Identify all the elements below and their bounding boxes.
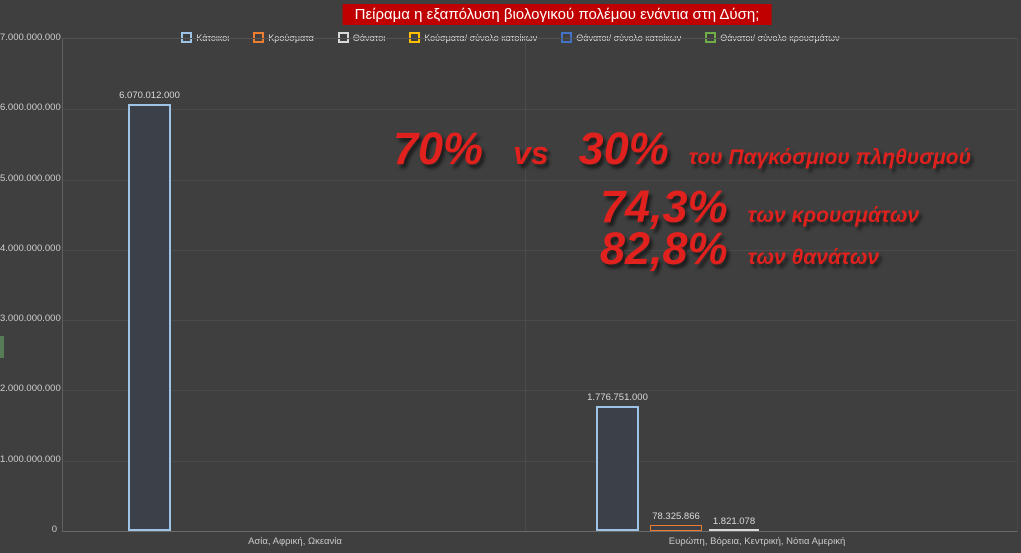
legend-swatch-thanatoi-icon [337,32,349,43]
legend-swatch-thanatoi-ratio-krousmata-icon [705,32,717,43]
legend-item-krousmata-ratio[interactable]: Κούσματα/ σύνολο κατοίκων [409,32,537,43]
y-axis-tick-label: 4.000.000.000 [0,242,61,254]
annotation-deaths-share: 82,8% των θανάτων [600,226,879,271]
annotation-30pct: 30% [578,123,669,174]
legend-label: Κρούσματα [268,32,314,43]
green-edge-artifact [0,336,4,358]
legend-item-thanatoi-ratio-krousmata[interactable]: Θάνατοι/ σύνολο κρουσμάτων [705,32,840,43]
legend-swatch-katoikoi-icon [181,32,193,43]
annotation-70pct: 70% [393,123,484,174]
annotation-82pct: 82,8% [600,223,728,274]
legend-item-krousmata[interactable]: Κρούσματα [253,32,314,43]
legend-label: Κούσματα/ σύνολο κατοίκων [424,32,538,43]
legend-swatch-krousmata-ratio-icon [409,32,421,43]
legend-swatch-krousmata-icon [253,32,265,43]
legend-label: Θάνατοι/ σύνολο κρουσμάτων [720,32,840,43]
legend-item-thanatoi-ratio-katoikoi[interactable]: Θάνατοι/ σύνολο κατοίκων [561,32,681,43]
legend-label: Θάνατοι [352,32,386,43]
annotation-population-label: του Παγκόσμιου πληθυσμού [688,146,972,169]
x-axis-category-label-asia: Ασία, Αφρική, Ωκεανία [248,536,342,547]
chart-bar-4[interactable] [709,529,759,531]
annotation-deaths-label: των θανάτων [747,246,880,269]
chart-legend: Κάτοικοι Κρούσματα Θάνατοι Κούσματα/ σύν… [0,32,1021,43]
bar-data-label: 78.325.866 [652,511,700,523]
bar-data-label: 1.776.751.000 [587,392,648,404]
y-gridline [63,109,1017,111]
y-gridline [63,460,1017,462]
legend-item-katoikoi[interactable]: Κάτοικοι [181,32,229,43]
y-gridline [63,390,1017,392]
category-separator-gridline [525,39,526,531]
plot-area: 6.070.012.000 1.776.751.000 78.325.866 1.82… [62,38,1018,532]
annotation-population-split: 70% vs 30% του Παγκόσμιου πληθυσμού [393,126,971,171]
legend-label: Κάτοικοι [196,32,230,43]
annotation-vs: vs [513,135,549,171]
y-axis-tick-label: 5.000.000.000 [0,172,61,184]
y-axis-tick-label: 0 [51,524,57,535]
chart-bar-1[interactable] [128,104,171,531]
y-gridline [63,249,1017,251]
y-axis-tick-label: 7.000.000.000 [0,32,61,43]
y-axis-tick-label: 6.000.000.000 [0,102,61,114]
annotation-cases-label: των κρουσμάτων [747,204,920,227]
annotation-cases-share: 74,3% των κρουσμάτων [600,184,919,229]
chart-title: Πείραμα η εξαπόλυση βιολογικού πολέμου ε… [342,4,772,25]
annotation-74pct: 74,3% [600,181,728,232]
y-gridline [63,179,1017,181]
bar-data-label: 1.821.078 [712,516,756,527]
legend-item-thanatoi[interactable]: Θάνατοι [337,32,386,43]
bar-data-label: 6.070.012.000 [119,90,180,102]
chart-bar-3[interactable] [650,525,702,531]
chart-bar-2[interactable] [596,406,639,531]
y-gridline [63,320,1017,322]
legend-label: Θάνατοι/ σύνολο κατοίκων [576,32,682,43]
y-axis-tick-label: 1.000.000.000 [0,453,61,465]
legend-swatch-thanatoi-ratio-katoikoi-icon [561,32,573,43]
y-axis-tick-label: 3.000.000.000 [0,313,61,325]
y-axis-tick-label: 2.000.000.000 [0,383,61,395]
x-axis-category-label-europe: Ευρώπη, Βόρεια, Κεντρική, Νότια Αμερική [668,536,846,547]
